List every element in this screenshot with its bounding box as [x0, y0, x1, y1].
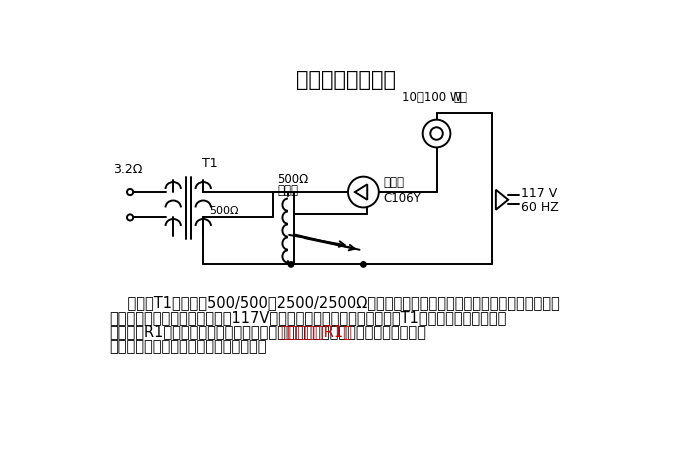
- Circle shape: [422, 120, 450, 147]
- Text: 基本声控灯光电路: 基本声控灯光电路: [297, 70, 396, 90]
- Text: 这时再调节R1，: 这时再调节R1，: [281, 325, 353, 340]
- Text: 117 V: 117 V: [521, 187, 558, 200]
- Text: 电位器: 电位器: [277, 184, 298, 197]
- Text: 500Ω: 500Ω: [210, 205, 239, 216]
- Text: C106Y: C106Y: [383, 192, 421, 205]
- Circle shape: [127, 214, 133, 220]
- Text: 直至灯光的跳动与声音的节奏合拍为止。: 直至灯光的跳动与声音的节奏合拍为止。: [110, 339, 267, 354]
- Text: 灯泡: 灯泡: [454, 91, 468, 104]
- Text: 60 HZ: 60 HZ: [521, 201, 559, 214]
- Circle shape: [289, 262, 293, 267]
- Circle shape: [431, 127, 443, 140]
- Text: 500Ω: 500Ω: [277, 173, 308, 186]
- Circle shape: [361, 262, 366, 267]
- Circle shape: [127, 189, 133, 195]
- Text: 元件皆不接地。为了安全起见，117V电源应与放大器隔离，这就是使用T1的原因。调节时，首先: 元件皆不接地。为了安全起见，117V电源应与放大器隔离，这就是使用T1的原因。调…: [110, 310, 507, 325]
- Text: 变压器T1可以采用500/500～2500/2500Ω范围内的任意类型的匹配变压器。可控硅及其相关: 变压器T1可以采用500/500～2500/2500Ω范围内的任意类型的匹配变压…: [110, 295, 560, 310]
- Text: 10～100 W: 10～100 W: [402, 91, 462, 104]
- Text: 使电位器R1无输出，然后调节放大器的音量控制，使声音达到正常的可听程度。: 使电位器R1无输出，然后调节放大器的音量控制，使声音达到正常的可听程度。: [110, 325, 426, 340]
- Text: 3.2Ω: 3.2Ω: [113, 163, 143, 176]
- Text: 可控硅: 可控硅: [383, 176, 404, 189]
- Circle shape: [348, 177, 379, 207]
- Text: T1: T1: [201, 157, 217, 171]
